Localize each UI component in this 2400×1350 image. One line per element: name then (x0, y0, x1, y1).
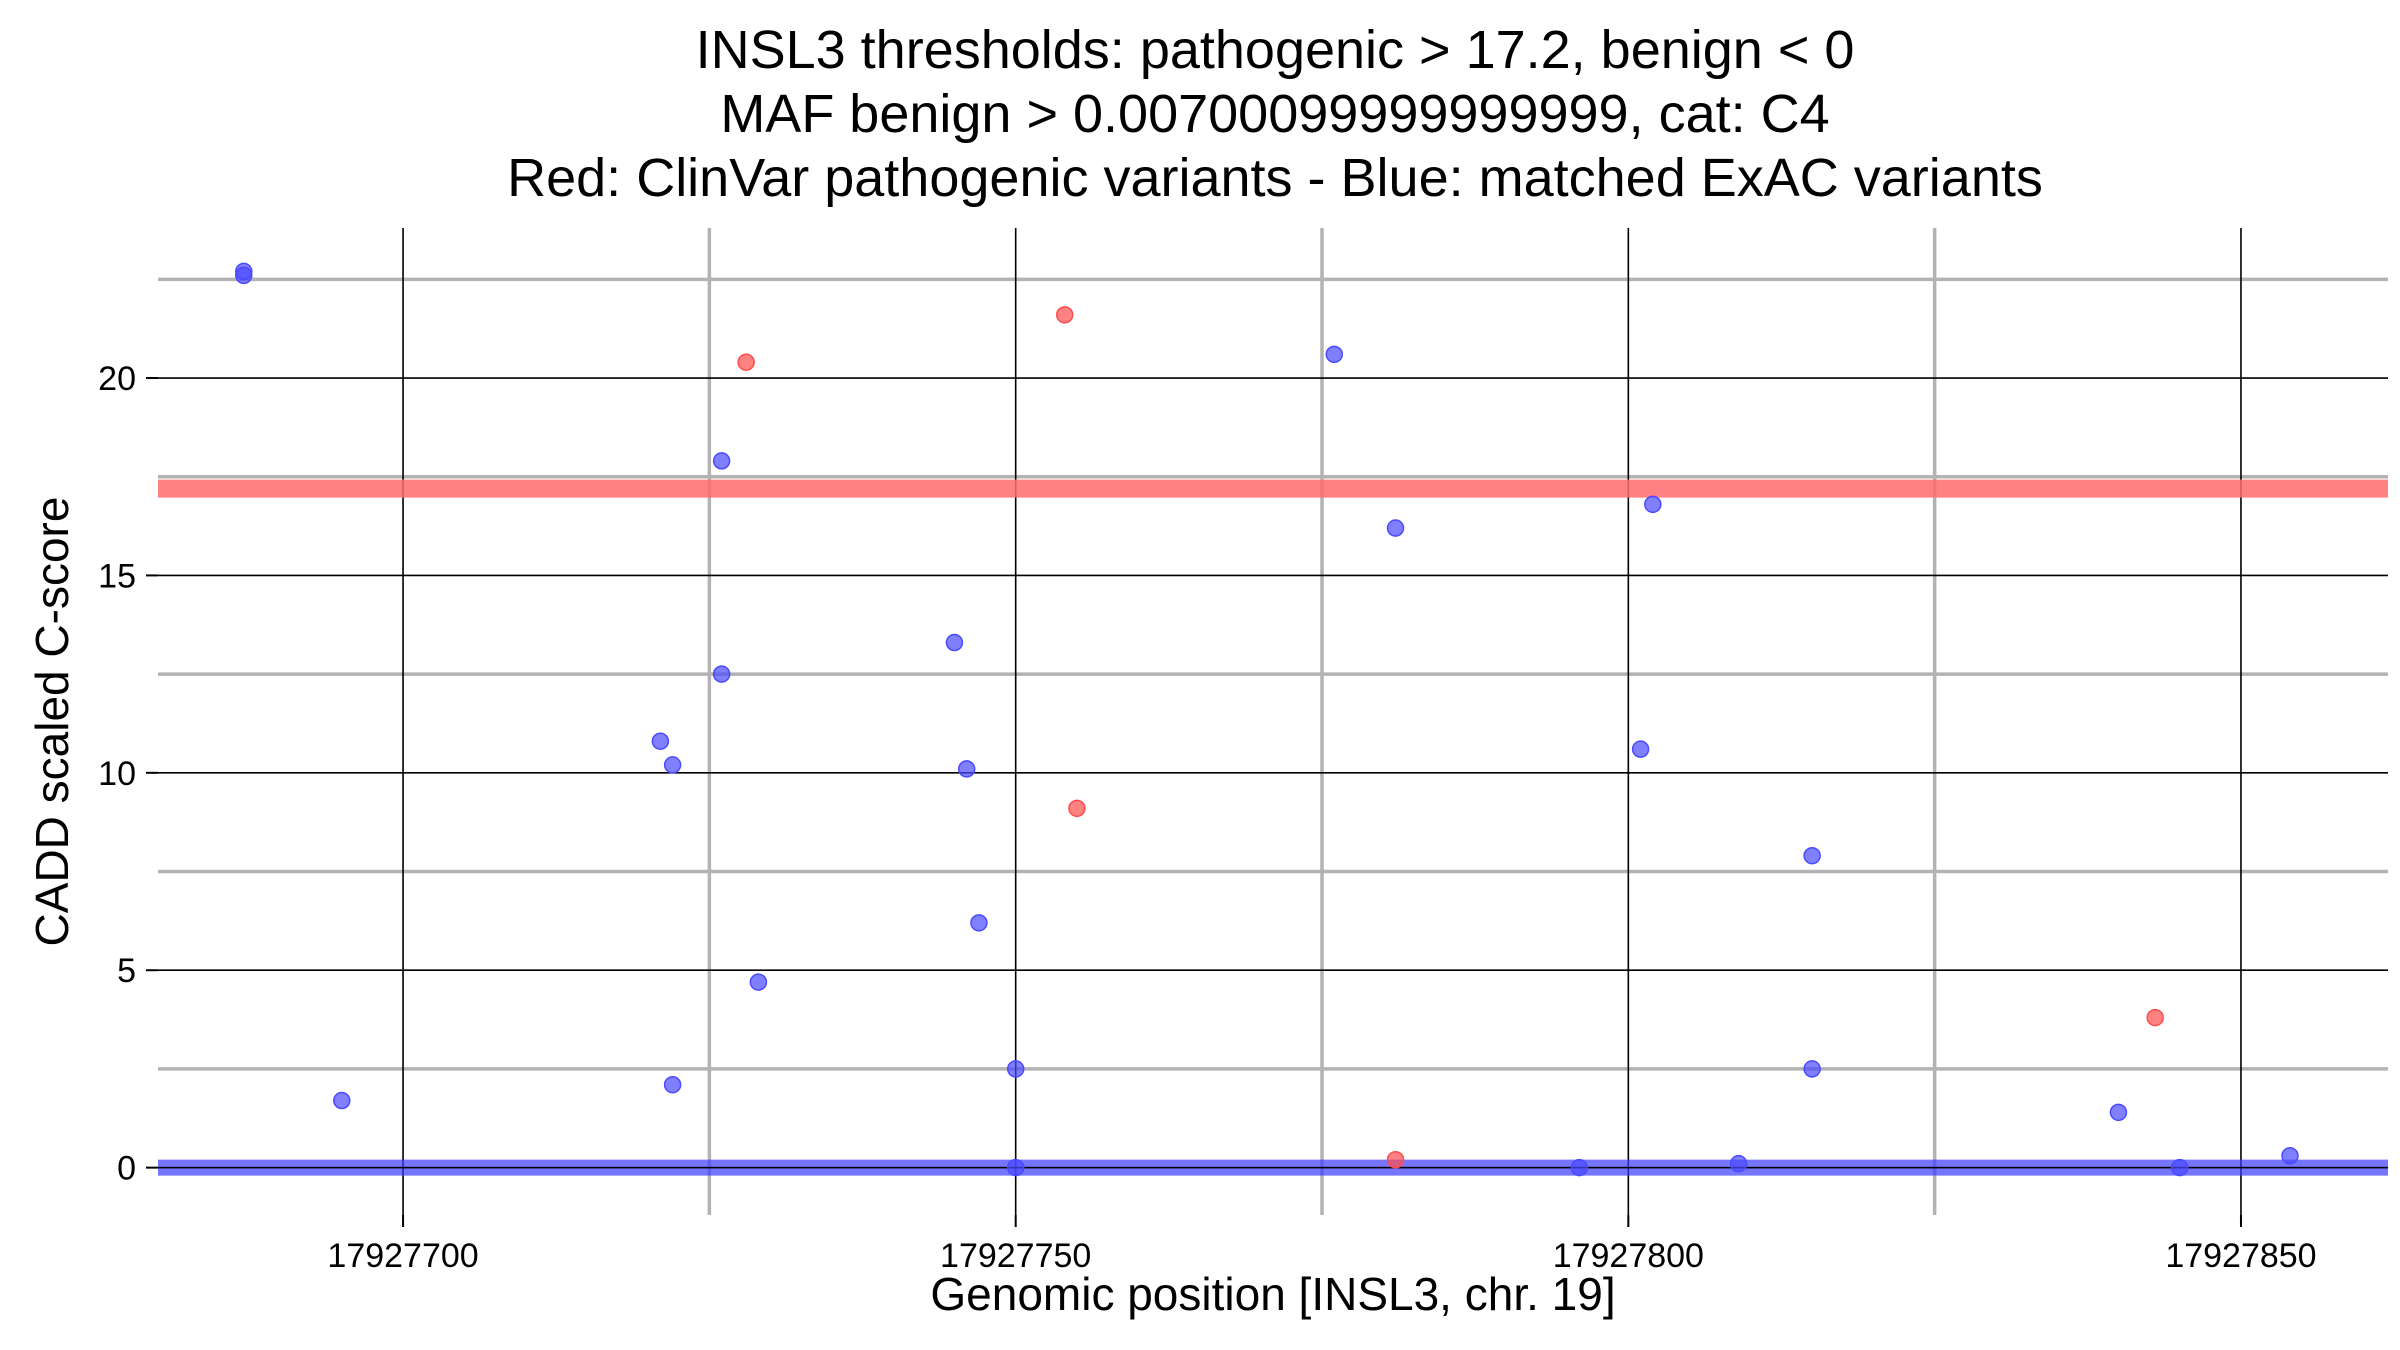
major-grid (158, 228, 2388, 1215)
threshold-lines (158, 479, 2388, 1176)
exac-point (235, 266, 253, 285)
exac-point (1570, 1158, 1589, 1177)
chart-title: INSL3 thresholds: pathogenic > 17.2, ben… (150, 18, 2400, 210)
exac-point (1803, 846, 1821, 865)
title-line-3: Red: ClinVar pathogenic variants - Blue:… (507, 148, 2043, 208)
exac-point (663, 1075, 682, 1094)
exac-point (712, 665, 731, 683)
clinvar-point (1055, 306, 1074, 324)
exac-point (663, 756, 682, 774)
y-tick-label: 20 (98, 360, 136, 398)
y-tick-label: 5 (117, 952, 136, 990)
clinvar-point (2146, 1008, 2164, 1027)
exac-point (945, 633, 964, 652)
exac-point (1803, 1060, 1821, 1078)
axis-ticks: 0 5 10 15 20 17927700 17927750 17927800 17927850 (98, 360, 2316, 1275)
exac-point (1729, 1154, 1748, 1173)
clinvar-point (1068, 799, 1086, 818)
x-axis-title: Genomic position [INSL3, chr. 19] (930, 1268, 1615, 1320)
title-line-1: INSL3 thresholds: pathogenic > 17.2, ben… (695, 20, 1855, 80)
exac-point (1631, 740, 1650, 758)
x-tick-label: 17927850 (2165, 1237, 2316, 1275)
exac-point (1006, 1158, 1025, 1177)
exac-point (1006, 1060, 1025, 1078)
y-tick-label: 10 (98, 755, 136, 793)
exac-point (2281, 1147, 2299, 1165)
y-axis-title: CADD scaled C-score (26, 497, 78, 947)
exac-point (1386, 519, 1405, 537)
exac-point (333, 1091, 351, 1110)
minor-grid (158, 228, 2388, 1215)
exac-point (1325, 345, 1344, 364)
y-tick-label: 15 (98, 557, 136, 595)
clinvar-point (1386, 1150, 1405, 1169)
exac-point (712, 452, 731, 470)
exac-point (2109, 1103, 2128, 1122)
exac-point (1644, 495, 1662, 514)
clinvar-point (737, 353, 755, 371)
x-tick-label: 17927700 (327, 1237, 478, 1275)
exac-point (651, 732, 670, 750)
title-line-2: MAF benign > 0.00700099999999999, cat: C… (720, 84, 1830, 144)
y-tick-label: 0 (117, 1150, 136, 1188)
x-tick-label: 17927800 (1553, 1237, 1704, 1275)
data-points (235, 262, 2299, 1177)
x-tick-label: 17927750 (940, 1237, 1091, 1275)
exac-point (957, 760, 976, 778)
exac-point (2170, 1158, 2189, 1177)
exac-point (970, 914, 988, 932)
exac-point (749, 973, 768, 991)
